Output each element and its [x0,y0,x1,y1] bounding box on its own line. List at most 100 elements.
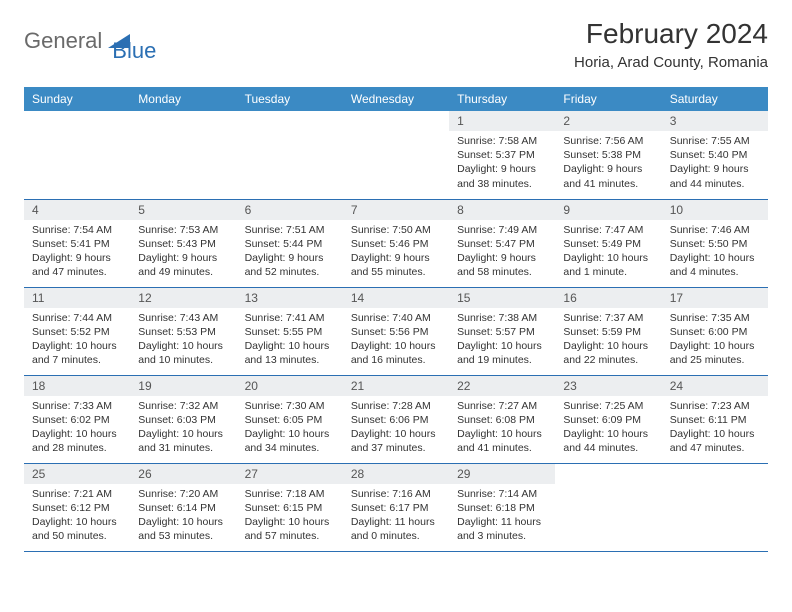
day-number: 7 [343,200,449,220]
day-number: 18 [24,376,130,396]
day-details: Sunrise: 7:56 AMSunset: 5:38 PMDaylight:… [555,131,661,197]
calendar-day-cell: 23Sunrise: 7:25 AMSunset: 6:09 PMDayligh… [555,375,661,463]
day-details: Sunrise: 7:35 AMSunset: 6:00 PMDaylight:… [662,308,768,374]
calendar-day-cell: 4Sunrise: 7:54 AMSunset: 5:41 PMDaylight… [24,199,130,287]
brand-text-blue: Blue [112,38,156,64]
day-details: Sunrise: 7:43 AMSunset: 5:53 PMDaylight:… [130,308,236,374]
calendar-day-cell [24,111,130,199]
calendar-day-cell: 5Sunrise: 7:53 AMSunset: 5:43 PMDaylight… [130,199,236,287]
calendar-day-cell: 1Sunrise: 7:58 AMSunset: 5:37 PMDaylight… [449,111,555,199]
day-details: Sunrise: 7:44 AMSunset: 5:52 PMDaylight:… [24,308,130,374]
day-number: 24 [662,376,768,396]
day-number: 11 [24,288,130,308]
calendar-day-cell: 8Sunrise: 7:49 AMSunset: 5:47 PMDaylight… [449,199,555,287]
day-details: Sunrise: 7:58 AMSunset: 5:37 PMDaylight:… [449,131,555,197]
day-number: 8 [449,200,555,220]
day-details: Sunrise: 7:53 AMSunset: 5:43 PMDaylight:… [130,220,236,286]
calendar-day-cell: 26Sunrise: 7:20 AMSunset: 6:14 PMDayligh… [130,463,236,551]
day-number: 6 [237,200,343,220]
month-title: February 2024 [574,18,768,50]
calendar-day-cell: 25Sunrise: 7:21 AMSunset: 6:12 PMDayligh… [24,463,130,551]
day-details: Sunrise: 7:37 AMSunset: 5:59 PMDaylight:… [555,308,661,374]
calendar-week-row: 25Sunrise: 7:21 AMSunset: 6:12 PMDayligh… [24,463,768,551]
day-number: 4 [24,200,130,220]
day-number: 9 [555,200,661,220]
day-details: Sunrise: 7:21 AMSunset: 6:12 PMDaylight:… [24,484,130,550]
day-details: Sunrise: 7:20 AMSunset: 6:14 PMDaylight:… [130,484,236,550]
calendar-day-cell: 7Sunrise: 7:50 AMSunset: 5:46 PMDaylight… [343,199,449,287]
day-number: 14 [343,288,449,308]
calendar-week-row: 11Sunrise: 7:44 AMSunset: 5:52 PMDayligh… [24,287,768,375]
day-number: 5 [130,200,236,220]
day-number: 13 [237,288,343,308]
weekday-header: Thursday [449,87,555,111]
day-number: 26 [130,464,236,484]
calendar-day-cell [343,111,449,199]
calendar-day-cell: 19Sunrise: 7:32 AMSunset: 6:03 PMDayligh… [130,375,236,463]
weekday-header: Tuesday [237,87,343,111]
day-number: 10 [662,200,768,220]
day-number: 21 [343,376,449,396]
location-text: Horia, Arad County, Romania [574,54,768,71]
calendar-body: 1Sunrise: 7:58 AMSunset: 5:37 PMDaylight… [24,111,768,551]
calendar-day-cell: 17Sunrise: 7:35 AMSunset: 6:00 PMDayligh… [662,287,768,375]
day-number: 12 [130,288,236,308]
day-details: Sunrise: 7:50 AMSunset: 5:46 PMDaylight:… [343,220,449,286]
day-number: 1 [449,111,555,131]
calendar-day-cell [555,463,661,551]
day-number: 2 [555,111,661,131]
calendar-table: SundayMondayTuesdayWednesdayThursdayFrid… [24,87,768,552]
day-details: Sunrise: 7:33 AMSunset: 6:02 PMDaylight:… [24,396,130,462]
day-details: Sunrise: 7:38 AMSunset: 5:57 PMDaylight:… [449,308,555,374]
day-number: 17 [662,288,768,308]
calendar-day-cell: 14Sunrise: 7:40 AMSunset: 5:56 PMDayligh… [343,287,449,375]
calendar-day-cell: 9Sunrise: 7:47 AMSunset: 5:49 PMDaylight… [555,199,661,287]
day-details: Sunrise: 7:18 AMSunset: 6:15 PMDaylight:… [237,484,343,550]
calendar-day-cell: 16Sunrise: 7:37 AMSunset: 5:59 PMDayligh… [555,287,661,375]
day-number: 22 [449,376,555,396]
day-number: 28 [343,464,449,484]
day-details: Sunrise: 7:46 AMSunset: 5:50 PMDaylight:… [662,220,768,286]
day-details: Sunrise: 7:23 AMSunset: 6:11 PMDaylight:… [662,396,768,462]
day-number: 29 [449,464,555,484]
day-details: Sunrise: 7:51 AMSunset: 5:44 PMDaylight:… [237,220,343,286]
day-details: Sunrise: 7:54 AMSunset: 5:41 PMDaylight:… [24,220,130,286]
weekday-header: Friday [555,87,661,111]
calendar-day-cell: 11Sunrise: 7:44 AMSunset: 5:52 PMDayligh… [24,287,130,375]
calendar-day-cell: 10Sunrise: 7:46 AMSunset: 5:50 PMDayligh… [662,199,768,287]
day-details: Sunrise: 7:27 AMSunset: 6:08 PMDaylight:… [449,396,555,462]
day-details: Sunrise: 7:55 AMSunset: 5:40 PMDaylight:… [662,131,768,197]
header: General Blue February 2024 Horia, Arad C… [24,18,768,71]
calendar-day-cell: 21Sunrise: 7:28 AMSunset: 6:06 PMDayligh… [343,375,449,463]
calendar-header-row: SundayMondayTuesdayWednesdayThursdayFrid… [24,87,768,111]
day-number: 27 [237,464,343,484]
calendar-day-cell: 24Sunrise: 7:23 AMSunset: 6:11 PMDayligh… [662,375,768,463]
calendar-day-cell: 6Sunrise: 7:51 AMSunset: 5:44 PMDaylight… [237,199,343,287]
calendar-day-cell: 15Sunrise: 7:38 AMSunset: 5:57 PMDayligh… [449,287,555,375]
calendar-day-cell: 18Sunrise: 7:33 AMSunset: 6:02 PMDayligh… [24,375,130,463]
day-number: 20 [237,376,343,396]
calendar-day-cell: 28Sunrise: 7:16 AMSunset: 6:17 PMDayligh… [343,463,449,551]
calendar-day-cell: 22Sunrise: 7:27 AMSunset: 6:08 PMDayligh… [449,375,555,463]
day-number: 25 [24,464,130,484]
day-number: 15 [449,288,555,308]
brand-text-general: General [24,28,102,54]
day-details: Sunrise: 7:41 AMSunset: 5:55 PMDaylight:… [237,308,343,374]
calendar-day-cell: 20Sunrise: 7:30 AMSunset: 6:05 PMDayligh… [237,375,343,463]
day-details: Sunrise: 7:28 AMSunset: 6:06 PMDaylight:… [343,396,449,462]
calendar-day-cell: 13Sunrise: 7:41 AMSunset: 5:55 PMDayligh… [237,287,343,375]
title-block: February 2024 Horia, Arad County, Romani… [574,18,768,71]
day-details: Sunrise: 7:16 AMSunset: 6:17 PMDaylight:… [343,484,449,550]
calendar-week-row: 18Sunrise: 7:33 AMSunset: 6:02 PMDayligh… [24,375,768,463]
weekday-header: Sunday [24,87,130,111]
calendar-day-cell: 29Sunrise: 7:14 AMSunset: 6:18 PMDayligh… [449,463,555,551]
calendar-day-cell [130,111,236,199]
day-number: 23 [555,376,661,396]
brand-logo: General Blue [24,18,156,64]
weekday-header: Monday [130,87,236,111]
weekday-header: Saturday [662,87,768,111]
day-details: Sunrise: 7:32 AMSunset: 6:03 PMDaylight:… [130,396,236,462]
calendar-week-row: 4Sunrise: 7:54 AMSunset: 5:41 PMDaylight… [24,199,768,287]
day-number: 19 [130,376,236,396]
day-details: Sunrise: 7:47 AMSunset: 5:49 PMDaylight:… [555,220,661,286]
